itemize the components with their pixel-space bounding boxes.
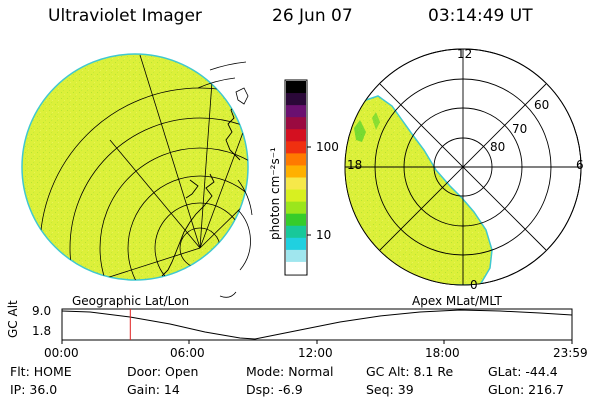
color-scale-cell — [286, 141, 306, 154]
color-scale-cell — [286, 189, 306, 203]
time-tick-6: 06:00 — [170, 346, 205, 360]
altitude-plot-frame — [61, 308, 573, 341]
altitude-ytick-min: 1.8 — [32, 324, 52, 338]
altitude-ylabel: GC Alt — [6, 300, 20, 338]
altitude-curve — [61, 309, 573, 340]
color-scale-cell — [286, 153, 306, 167]
mode-status: Mode: Normal — [246, 364, 334, 379]
color-scale-cell — [286, 213, 306, 227]
color-scale-cell — [286, 225, 306, 239]
coastline-island — [235, 87, 249, 105]
colorbar-unit-label: photon cm⁻²s⁻¹ — [268, 147, 282, 240]
mlat-label-80: 80 — [490, 140, 506, 154]
time-tick-24: 23:59 — [553, 346, 588, 360]
auroral-patch — [354, 120, 366, 142]
lat-lon-grid-outer — [197, 61, 253, 298]
uv-disk — [21, 53, 249, 281]
glat-status: GLat: -44.4 — [488, 364, 558, 379]
seq-status: Seq: 39 — [366, 382, 414, 397]
gain-status: Gain: 14 — [127, 382, 180, 397]
right-panel-caption: Apex MLat/MLT — [412, 294, 502, 308]
colorbar-tick-100: 100 — [316, 140, 339, 154]
time-tick-12: 12:00 — [298, 346, 333, 360]
color-scale-cell — [286, 201, 306, 215]
polar-grid — [344, 48, 582, 286]
color-scale-cell — [286, 249, 306, 263]
left-panel-caption: Geographic Lat/Lon — [72, 294, 190, 308]
mlt-label-top: 12 — [457, 47, 473, 61]
color-scale-cell — [286, 261, 306, 275]
polar-image — [344, 48, 582, 286]
altitude-plot — [61, 308, 573, 344]
mlat-label-70: 70 — [512, 122, 528, 136]
ip-status: IP: 36.0 — [10, 382, 58, 397]
color-scale-cells — [286, 81, 306, 275]
color-scale-cell — [286, 165, 306, 179]
color-scale-cell — [286, 177, 306, 191]
altitude-ytick-max: 9.0 — [32, 304, 52, 318]
mlat-label-60: 60 — [534, 98, 550, 112]
dsp-status: Dsp: -6.9 — [246, 382, 303, 397]
color-scale-cell — [286, 129, 306, 142]
door-status: Door: Open — [127, 364, 199, 379]
mlt-label-left: 18 — [347, 158, 363, 172]
instrument-title: Ultraviolet Imager — [48, 6, 202, 26]
color-scale — [284, 79, 311, 276]
time-tick-18: 18:00 — [425, 346, 460, 360]
color-scale-cell — [286, 105, 306, 118]
color-scale-cell — [286, 81, 306, 94]
color-scale-cell — [286, 93, 306, 106]
image-time: 03:14:49 UT — [428, 6, 533, 26]
color-scale-cell — [286, 237, 306, 251]
colorbar-tick-10: 10 — [316, 228, 332, 242]
color-scale-cell — [286, 117, 306, 130]
image-date: 26 Jun 07 — [272, 6, 353, 26]
filter-status: Flt: HOME — [10, 364, 72, 379]
time-tick-0: 00:00 — [44, 346, 79, 360]
mlt-label-right: 6 — [576, 158, 584, 172]
mlt-label-bottom: 0 — [470, 278, 478, 292]
gc-alt-status: GC Alt: 8.1 Re — [366, 364, 454, 379]
glon-status: GLon: 216.7 — [488, 382, 564, 397]
